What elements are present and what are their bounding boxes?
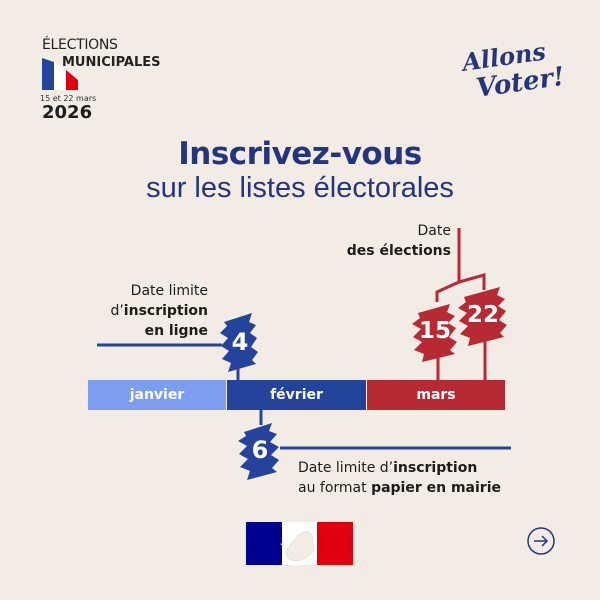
republique-francaise-logo bbox=[246, 522, 353, 565]
municipales-label: MUNICIPALES bbox=[62, 55, 161, 70]
elections-bracket-right bbox=[458, 273, 486, 290]
elections-label: Date des élections bbox=[346, 223, 451, 259]
elections-label: ÉLECTIONS bbox=[42, 37, 118, 53]
badge-4-shape bbox=[220, 313, 258, 372]
badge-6-shape bbox=[238, 423, 279, 480]
paper-deadline-day: 6 bbox=[251, 436, 269, 464]
election-dates: 15 et 22 mars bbox=[40, 94, 97, 103]
election-year: 2026 bbox=[42, 102, 93, 123]
paper-deadline-label: Date limite d’inscription au format papi… bbox=[298, 460, 501, 496]
elections-bracket-left bbox=[435, 228, 461, 302]
election-day-15: 15 bbox=[418, 318, 451, 344]
badge-22-shape bbox=[458, 287, 507, 346]
election-day-22: 22 bbox=[466, 302, 499, 328]
online-deadline-day: 4 bbox=[231, 328, 249, 356]
badge-15-shape bbox=[412, 304, 457, 362]
flag-icon bbox=[42, 58, 78, 90]
month-fevrier: février bbox=[227, 380, 366, 410]
page-subtitle: sur les listes électorales bbox=[146, 172, 454, 204]
month-janvier: janvier bbox=[88, 380, 226, 410]
arrow-right-icon[interactable] bbox=[526, 526, 556, 556]
month-mars: mars bbox=[367, 380, 505, 410]
online-deadline-label: Date limite d’inscription en ligne bbox=[110, 283, 208, 339]
page-title: Inscrivez-vous bbox=[178, 136, 422, 172]
